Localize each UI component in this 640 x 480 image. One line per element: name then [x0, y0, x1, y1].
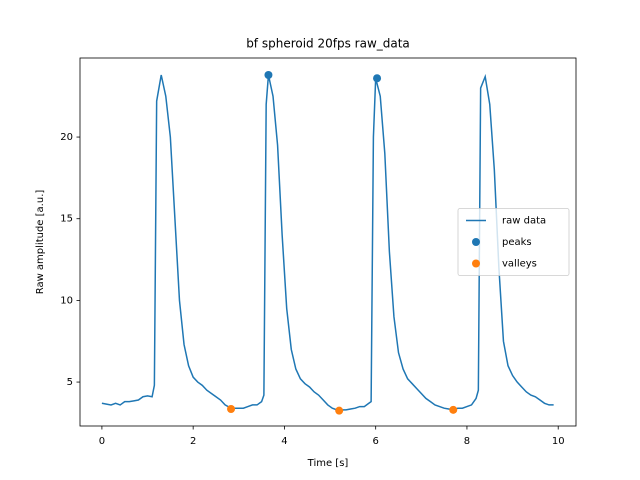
- y-axis-label: Raw amplitude [a.u.]: [35, 190, 46, 295]
- x-tick-label: 10: [552, 436, 565, 447]
- scatter-point: [227, 405, 236, 414]
- axes-frame: [79, 57, 577, 427]
- x-tick-label: 8: [464, 436, 470, 447]
- x-tick-label: 0: [99, 436, 105, 447]
- x-tick-label: 4: [281, 436, 287, 447]
- scatter-point: [449, 405, 458, 414]
- y-tick-label: 20: [60, 132, 73, 143]
- y-tick-label: 10: [60, 295, 73, 306]
- x-tick-label: 6: [372, 436, 378, 447]
- legend-label: raw data: [502, 216, 546, 227]
- chart-title: bf spheroid 20fps raw_data: [246, 37, 410, 51]
- scatter-point: [335, 406, 344, 415]
- y-tick-label: 15: [60, 214, 73, 225]
- legend-label: valleys: [502, 259, 537, 270]
- legend-label: peaks: [502, 237, 532, 248]
- legend-swatch: [472, 259, 480, 268]
- scatter-point: [373, 74, 382, 83]
- data-line: [101, 73, 554, 411]
- x-axis-label: Time [s]: [307, 458, 349, 469]
- y-tick-label: 5: [67, 377, 73, 388]
- scatter-point: [264, 70, 273, 79]
- legend-box: [457, 208, 570, 276]
- legend-swatch: [472, 238, 480, 246]
- x-tick-label: 2: [190, 436, 196, 447]
